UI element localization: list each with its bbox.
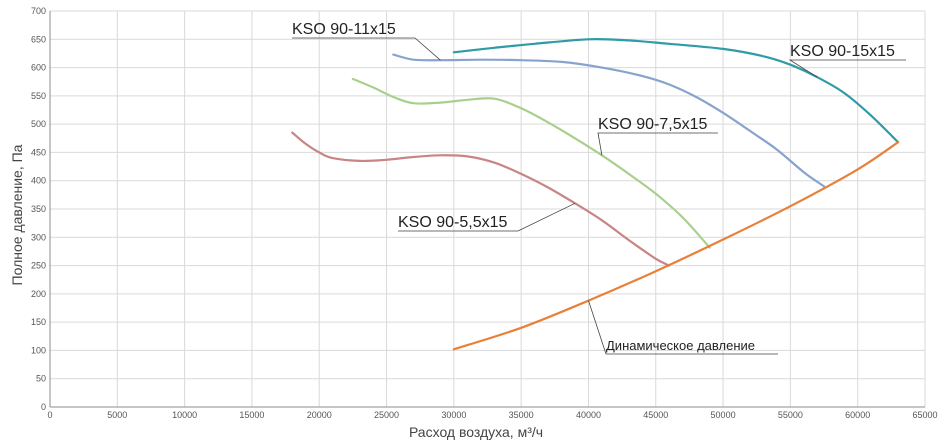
x-tick-label: 40000 — [576, 410, 601, 420]
x-tick-label: 0 — [47, 410, 52, 420]
series-line-kso-90-15x15 — [452, 38, 900, 144]
x-axis-title: Расход воздуха, м³/ч — [409, 424, 543, 440]
series-line-kso-90-11x15 — [392, 53, 826, 188]
label-kso-90-15x15: KSO 90-15x15 — [790, 43, 895, 60]
y-tick-label: 400 — [31, 176, 46, 186]
leader-kso-90-11x15 — [292, 37, 441, 61]
y-tick-label: 500 — [31, 119, 46, 129]
y-tick-label: 100 — [31, 345, 46, 355]
series-line-динамическое-давление — [452, 141, 900, 351]
x-tick-label: 20000 — [307, 410, 332, 420]
leader-dynamic-pressure — [588, 300, 778, 355]
x-tick-labels: 0 5000 10000 15000 20000 25000 30000 35000 40000… — [47, 410, 937, 420]
x-tick-label: 50000 — [711, 410, 736, 420]
y-tick-label: 300 — [31, 232, 46, 242]
y-tick-label: 450 — [31, 147, 46, 157]
y-tick-label: 700 — [31, 6, 46, 16]
x-tick-label: 55000 — [778, 410, 803, 420]
leader-kso-90-7-5x15 — [597, 132, 718, 156]
series-line-kso-90-5-5x15 — [291, 131, 671, 267]
series-lines — [291, 38, 900, 351]
y-tick-label: 0 — [41, 402, 46, 412]
x-tick-label: 25000 — [374, 410, 399, 420]
label-kso-90-7-5x15: KSO 90-7,5x15 — [598, 116, 708, 133]
grid — [49, 10, 926, 408]
x-tick-label: 35000 — [509, 410, 534, 420]
y-tick-labels: 0 50 100 150 200 250 300 350 400 450 500 550 600 650 7… — [31, 6, 46, 412]
y-axis-title: Полное давление, Па — [9, 144, 25, 285]
label-dynamic-pressure: Динамическое давление — [606, 338, 755, 353]
y-tick-label: 350 — [31, 204, 46, 214]
label-kso-90-11x15: KSO 90-11x15 — [292, 21, 396, 38]
y-tick-label: 200 — [31, 289, 46, 299]
x-tick-label: 5000 — [107, 410, 127, 420]
x-tick-label: 65000 — [912, 410, 937, 420]
y-tick-label: 150 — [31, 317, 46, 327]
x-tick-label: 60000 — [845, 410, 870, 420]
x-tick-label: 10000 — [172, 410, 197, 420]
axes — [49, 11, 925, 408]
y-tick-label: 650 — [31, 34, 46, 44]
leader-kso-90-15x15 — [788, 59, 906, 78]
y-tick-label: 250 — [31, 261, 46, 271]
x-tick-label: 30000 — [441, 410, 466, 420]
series-line-kso-90-7-5x15 — [351, 77, 711, 249]
label-leader-lines — [292, 37, 906, 355]
leader-kso-90-5-5x15 — [398, 202, 576, 232]
x-tick-label: 15000 — [239, 410, 264, 420]
y-tick-label: 50 — [36, 374, 46, 384]
x-tick-label: 45000 — [643, 410, 668, 420]
label-kso-90-5-5x15: KSO 90-5,5x15 — [398, 214, 508, 231]
y-tick-label: 600 — [31, 63, 46, 73]
y-tick-label: 550 — [31, 91, 46, 101]
